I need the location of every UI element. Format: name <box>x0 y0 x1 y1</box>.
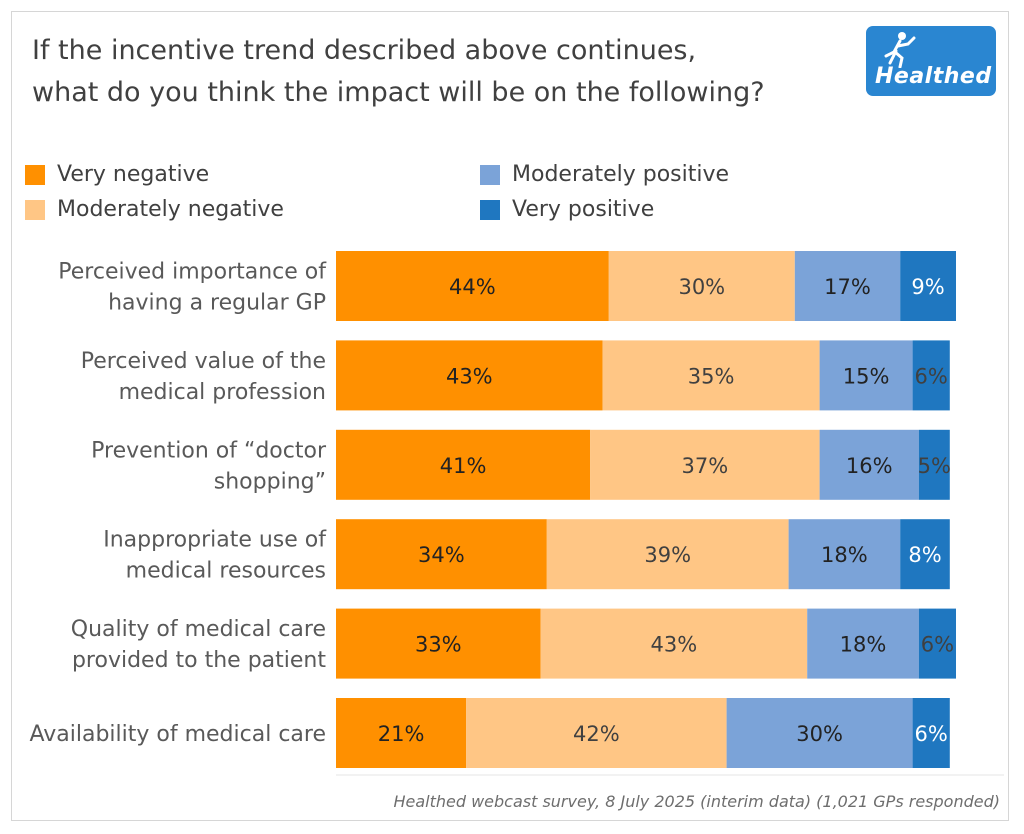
healthed-logo[interactable]: Healthed <box>866 26 996 96</box>
bar-value-label: 6% <box>915 364 948 388</box>
bar-segment <box>336 429 591 500</box>
bar-segment <box>608 251 795 321</box>
bar-segment <box>336 519 547 590</box>
bar-value-label: 37% <box>682 454 729 478</box>
source-note: Healthed webcast survey, 8 July 2025 (in… <box>393 792 1000 811</box>
legend-swatch <box>25 165 45 185</box>
bar-segment <box>540 608 808 679</box>
bar-value-label: 33% <box>415 633 462 657</box>
bar-value-label: 18% <box>840 633 887 657</box>
bar-segment <box>336 251 609 321</box>
bar-value-label: 6% <box>921 633 954 657</box>
bar-value-label: 35% <box>688 364 735 388</box>
bar-segment <box>336 340 603 411</box>
bar-segment <box>336 698 467 768</box>
bar-segment <box>819 429 919 500</box>
category-label: Availability of medical care <box>29 722 326 747</box>
bar-value-label: 39% <box>644 543 691 567</box>
bar-segment <box>912 340 950 411</box>
legend-swatch <box>480 200 500 220</box>
running-figure-icon <box>884 32 916 68</box>
bar-value-label: 15% <box>843 364 890 388</box>
category-label: Inappropriate use of medical resources <box>103 528 327 584</box>
category-label: Perceived importance of having a regular … <box>58 260 327 316</box>
bar-segment <box>912 698 950 768</box>
bar-segment <box>900 519 950 590</box>
title-line-1: If the incentive trend described above c… <box>32 35 697 66</box>
legend-swatch <box>25 200 45 220</box>
bar-value-label: 5% <box>918 454 951 478</box>
bar-segment <box>788 519 901 590</box>
bar-segment <box>466 698 727 768</box>
bar-segment <box>726 698 913 768</box>
chart-title: If the incentive trend described above c… <box>32 30 832 114</box>
bar-value-label: 43% <box>446 364 493 388</box>
title-line-2: what do you think the impact will be on … <box>32 77 765 108</box>
chart-frame <box>11 11 1009 821</box>
bar-value-label: 43% <box>651 633 698 657</box>
bar-value-label: 6% <box>915 722 948 746</box>
bar-segment <box>819 340 913 411</box>
bar-value-label: 30% <box>678 275 725 299</box>
category-label: Quality of medical care provided to the p… <box>71 617 327 673</box>
bar-segment <box>336 608 541 679</box>
legend-label: Moderately positive <box>512 162 730 187</box>
bar-segment <box>918 429 950 500</box>
legend-label: Very negative <box>57 162 210 187</box>
bar-segment <box>602 340 820 411</box>
legend-label: Very positive <box>512 197 655 222</box>
legend-swatch <box>480 165 500 185</box>
bar-value-label: 18% <box>821 543 868 567</box>
bar-segment <box>546 519 789 590</box>
bar-value-label: 30% <box>796 722 843 746</box>
logo-text: Healthed <box>875 64 992 89</box>
category-label: Perceived value of the medical profession <box>81 349 326 405</box>
legend-label: Moderately negative <box>57 197 284 222</box>
bar-value-label: 42% <box>573 722 620 746</box>
category-label: Prevention of “doctor shopping” <box>91 438 327 494</box>
bar-value-label: 8% <box>908 543 941 567</box>
bar-value-label: 16% <box>846 454 893 478</box>
bar-segment <box>590 429 820 500</box>
bar-segment <box>794 251 901 321</box>
bar-segment <box>900 251 956 321</box>
bar-value-label: 41% <box>440 454 487 478</box>
bar-value-label: 17% <box>824 275 871 299</box>
bar-value-label: 21% <box>378 722 425 746</box>
bar-segment <box>807 608 919 679</box>
bar-value-label: 34% <box>418 543 465 567</box>
bar-value-label: 44% <box>449 275 496 299</box>
bar-segment <box>918 608 956 679</box>
bar-value-label: 9% <box>911 275 944 299</box>
